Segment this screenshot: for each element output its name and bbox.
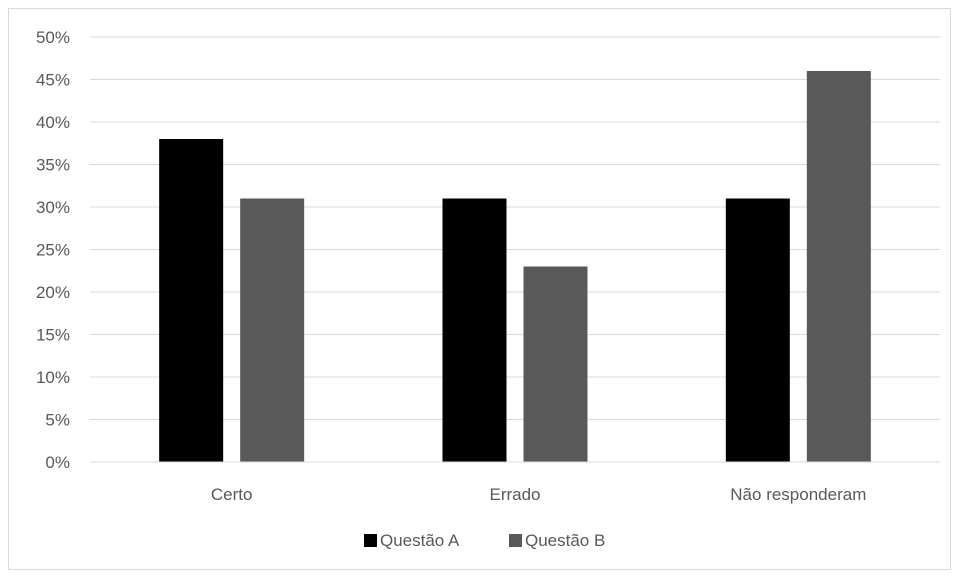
bars (159, 71, 871, 462)
x-tick-label: Certo (211, 485, 253, 504)
y-tick-label: 40% (36, 113, 70, 132)
gridlines (90, 36, 940, 420)
legend: Questão A Questão B (364, 531, 605, 550)
bar-questao-b (240, 198, 305, 462)
x-tick-label: Errado (489, 485, 540, 504)
y-tick-label: 0% (45, 453, 70, 472)
legend-label: Questão A (380, 531, 460, 550)
y-tick-label: 30% (36, 198, 70, 217)
legend-swatch (364, 534, 377, 547)
y-tick-label: 25% (36, 241, 70, 260)
bar-questao-b (523, 266, 588, 462)
legend-swatch (509, 534, 522, 547)
y-tick-label: 10% (36, 368, 70, 387)
bar-questao-a (442, 198, 507, 462)
bar-questao-a (159, 139, 224, 462)
y-axis-tick-labels: 0% 5% 10% 15% 20% 25% 30% 35% 40% 45% 50% (36, 28, 70, 472)
legend-label: Questão B (525, 531, 605, 550)
x-tick-label: Não responderam (730, 485, 866, 504)
y-tick-label: 15% (36, 326, 70, 345)
y-tick-label: 50% (36, 28, 70, 47)
y-tick-label: 35% (36, 156, 70, 175)
bar-questao-b (806, 71, 871, 462)
y-tick-label: 5% (45, 411, 70, 430)
y-tick-label: 45% (36, 71, 70, 90)
x-axis-tick-labels: Certo Errado Não responderam (211, 485, 866, 504)
y-tick-label: 20% (36, 283, 70, 302)
bar-questao-a (725, 198, 790, 462)
